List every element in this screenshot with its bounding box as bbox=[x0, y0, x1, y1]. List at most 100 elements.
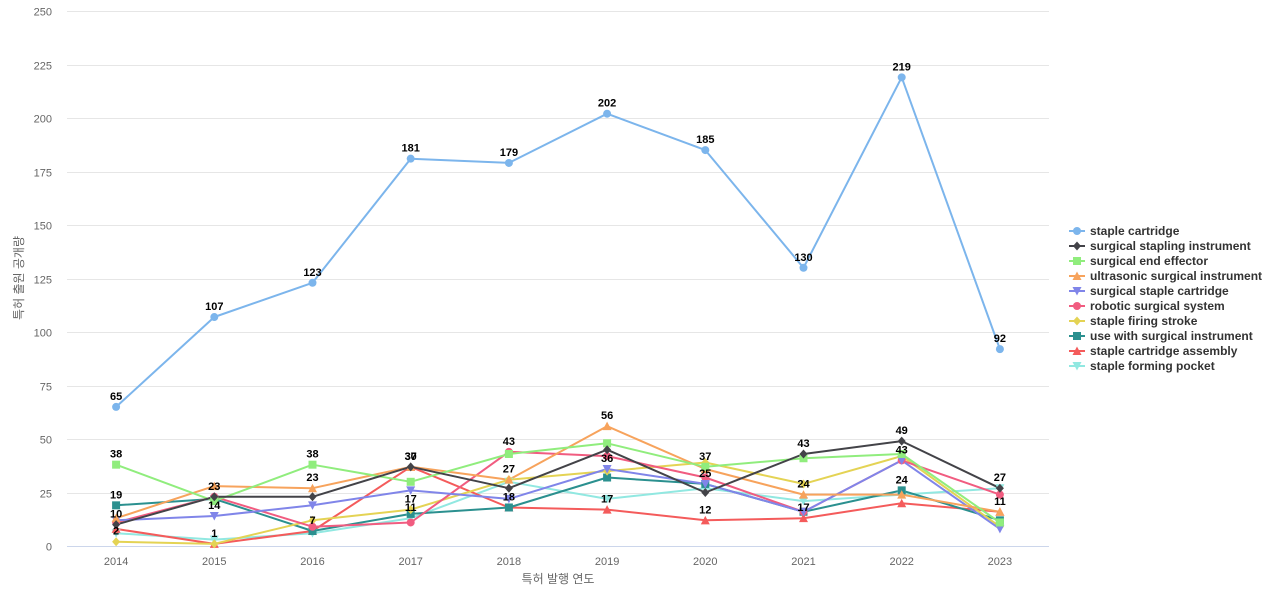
legend-label: staple cartridge assembly bbox=[1090, 344, 1238, 358]
legend-item[interactable]: use with surgical instrument bbox=[1069, 329, 1253, 343]
data-point bbox=[112, 460, 121, 469]
legend-label: use with surgical instrument bbox=[1090, 329, 1253, 343]
data-point bbox=[995, 507, 1005, 516]
data-label: 10 bbox=[110, 509, 122, 521]
data-point bbox=[308, 522, 317, 531]
data-label: 11 bbox=[405, 502, 417, 514]
legend-item[interactable]: staple firing stroke bbox=[1069, 314, 1198, 328]
data-point bbox=[602, 494, 612, 504]
y-tick-label: 200 bbox=[34, 114, 52, 126]
legend-item[interactable]: staple cartridge assembly bbox=[1069, 344, 1238, 358]
data-point bbox=[111, 513, 121, 523]
data-point bbox=[897, 436, 906, 446]
legend-item[interactable]: staple cartridge bbox=[1069, 224, 1180, 238]
y-tick-label: 250 bbox=[34, 7, 52, 19]
data-label: 123 bbox=[303, 267, 321, 279]
legend-item[interactable]: surgical stapling instrument bbox=[1069, 239, 1251, 253]
data-point bbox=[603, 452, 612, 461]
grid-lines bbox=[67, 11, 1049, 494]
data-label: 23 bbox=[306, 472, 318, 484]
data-point bbox=[210, 539, 219, 549]
data-point bbox=[602, 421, 612, 431]
data-label: 17 bbox=[797, 502, 809, 514]
legend-label: surgical stapling instrument bbox=[1090, 239, 1251, 253]
legend-marker bbox=[1073, 316, 1081, 326]
data-point bbox=[504, 449, 513, 458]
y-tick-label: 225 bbox=[34, 61, 52, 73]
data-point bbox=[701, 146, 710, 155]
data-label: 17 bbox=[405, 494, 417, 506]
data-point bbox=[406, 462, 415, 472]
data-label: 12 bbox=[699, 504, 711, 516]
x-tick-label: 2014 bbox=[104, 556, 128, 568]
data-point bbox=[504, 494, 514, 504]
data-point bbox=[897, 449, 906, 458]
data-label: 202 bbox=[598, 98, 616, 110]
legend-item[interactable]: staple forming pocket bbox=[1069, 359, 1215, 373]
data-point bbox=[308, 515, 317, 525]
y-tick-label: 50 bbox=[40, 435, 52, 447]
legend-marker bbox=[1072, 346, 1082, 355]
data-point bbox=[308, 501, 317, 510]
data-label: 43 bbox=[797, 438, 809, 450]
data-label: 24 bbox=[797, 479, 810, 491]
data-label: 24 bbox=[896, 474, 909, 486]
legend-item[interactable]: surgical end effector bbox=[1069, 254, 1208, 268]
legend-marker bbox=[1072, 362, 1082, 371]
data-point bbox=[406, 477, 415, 486]
x-tick-label: 2015 bbox=[202, 556, 226, 568]
x-tick-label: 2023 bbox=[988, 556, 1012, 568]
data-point bbox=[799, 490, 808, 499]
data-point bbox=[701, 488, 710, 497]
data-point bbox=[504, 158, 513, 167]
y-tick-label: 150 bbox=[34, 221, 52, 233]
legend-item[interactable]: robotic surgical system bbox=[1069, 299, 1225, 313]
data-point bbox=[504, 503, 513, 512]
data-point bbox=[603, 445, 612, 455]
data-label: 92 bbox=[994, 333, 1006, 345]
data-point bbox=[308, 483, 317, 493]
legend-label: staple cartridge bbox=[1090, 224, 1180, 238]
series-line bbox=[115, 440, 1001, 526]
data-point bbox=[701, 462, 710, 471]
data-point bbox=[602, 464, 612, 474]
legend-label: ultrasonic surgical instrument bbox=[1090, 269, 1262, 283]
y-tick-label: 100 bbox=[34, 328, 52, 340]
data-point bbox=[308, 460, 317, 469]
data-label: 25 bbox=[699, 468, 711, 480]
data-point bbox=[406, 518, 415, 527]
series-line bbox=[116, 476, 1001, 532]
data-label: 2 bbox=[113, 526, 119, 538]
data-point bbox=[897, 490, 907, 499]
legend-item[interactable]: ultrasonic surgical instrument bbox=[1069, 269, 1262, 283]
legend-marker bbox=[1072, 287, 1082, 296]
legend-label: surgical end effector bbox=[1090, 254, 1208, 268]
legend-label: robotic surgical system bbox=[1090, 299, 1225, 313]
data-point bbox=[603, 473, 612, 482]
data-point bbox=[701, 473, 710, 482]
data-point bbox=[308, 492, 317, 502]
x-tick-label: 2019 bbox=[595, 556, 619, 568]
x-axis: 2014 2015 2016 2017 2018 2019 2020 2021 2022 2023 bbox=[104, 556, 1012, 568]
y-tick-label: 75 bbox=[40, 382, 52, 394]
x-tick-label: 2017 bbox=[398, 556, 422, 568]
data-point bbox=[995, 524, 1005, 534]
data-label: 27 bbox=[503, 464, 515, 476]
series-lines bbox=[115, 76, 1001, 545]
x-tick-label: 2022 bbox=[889, 556, 913, 568]
legend-label: staple firing stroke bbox=[1090, 314, 1198, 328]
data-label: 19 bbox=[110, 489, 122, 501]
data-point bbox=[603, 439, 612, 448]
x-tick-label: 2016 bbox=[300, 556, 324, 568]
data-label: 18 bbox=[503, 491, 515, 503]
y-axis: 0 25 50 75 100 125 150 175 200 225 250 bbox=[34, 7, 52, 554]
data-point bbox=[209, 512, 219, 521]
data-point bbox=[112, 537, 121, 547]
data-label: 30 bbox=[405, 451, 417, 463]
legend-item[interactable]: surgical staple cartridge bbox=[1069, 284, 1229, 298]
data-label: 23 bbox=[208, 481, 220, 493]
data-label: 7 bbox=[309, 515, 315, 527]
data-point bbox=[995, 483, 1004, 493]
data-point bbox=[209, 481, 219, 491]
data-label: 179 bbox=[500, 147, 518, 159]
